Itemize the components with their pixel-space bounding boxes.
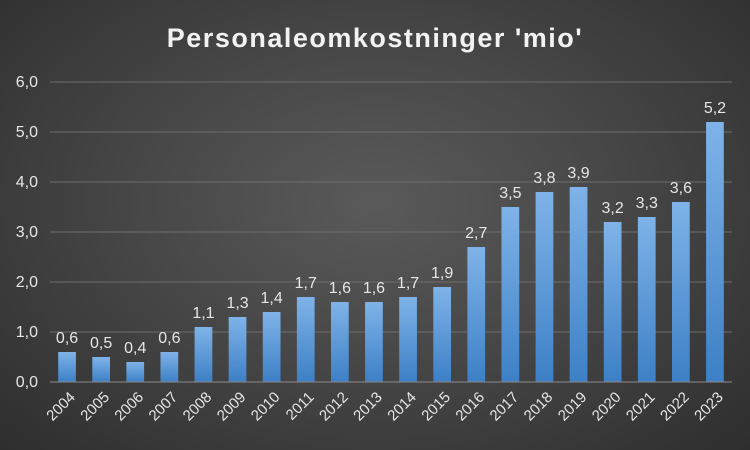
bar-2022	[671, 202, 690, 382]
data-label-2014: 1,7	[397, 275, 419, 292]
bar-2019	[569, 187, 588, 382]
gridlines	[50, 81, 732, 333]
x-tick-label-2021: 2021	[623, 389, 659, 425]
bar-2012	[330, 302, 349, 382]
data-label-2021: 3,3	[636, 195, 658, 212]
data-label-2023: 5,2	[704, 100, 726, 117]
bar-2009	[228, 317, 247, 382]
x-tick-label-2012: 2012	[316, 389, 352, 425]
data-label-2013: 1,6	[363, 280, 385, 297]
bar-2020	[603, 222, 622, 382]
bar-2004	[58, 352, 76, 382]
x-tick-label-2013: 2013	[350, 389, 386, 425]
y-tick-label: 3,0	[16, 224, 38, 241]
bar-2011	[296, 297, 315, 382]
bar-2023	[706, 122, 724, 382]
x-tick-label-2016: 2016	[452, 389, 488, 425]
x-tick-label-2017: 2017	[487, 389, 523, 425]
data-label-2017: 3,5	[499, 185, 521, 202]
x-tick-label-2004: 2004	[43, 389, 79, 425]
data-label-2015: 1,9	[431, 265, 453, 282]
data-label-2010: 1,4	[261, 290, 283, 307]
chart-title: Personaleomkostninger 'mio'	[167, 23, 583, 53]
data-label-2007: 0,6	[158, 330, 180, 347]
x-tick-label-2007: 2007	[146, 389, 182, 425]
bar-2016	[467, 247, 486, 382]
data-label-2019: 3,9	[567, 165, 589, 182]
y-tick-label: 6,0	[16, 74, 38, 91]
bar-2005	[92, 357, 111, 382]
data-label-2008: 1,1	[192, 305, 214, 322]
bar-2006	[126, 362, 145, 382]
x-tick-label-2022: 2022	[657, 389, 693, 425]
bar-2017	[501, 207, 520, 382]
x-tick-label-2014: 2014	[384, 389, 420, 425]
y-tick-label: 1,0	[16, 324, 38, 341]
data-label-2011: 1,7	[295, 275, 317, 292]
x-tick-label-2015: 2015	[418, 389, 454, 425]
y-tick-label: 4,0	[16, 174, 38, 191]
bar-2008	[194, 327, 213, 382]
data-label-2004: 0,6	[56, 330, 78, 347]
data-label-2016: 2,7	[465, 225, 487, 242]
data-label-2012: 1,6	[329, 280, 351, 297]
x-tick-label-2006: 2006	[111, 389, 147, 425]
data-label-2009: 1,3	[226, 295, 248, 312]
bar-2018	[535, 192, 554, 382]
x-tick-label-2023: 2023	[691, 389, 727, 425]
data-labels: 0,6 0,5 0,4 0,6 1,1 1,3 1,4 1,7 1,6 1,6 1,7 1,9 2,7 3…	[56, 100, 726, 357]
bar-2007	[160, 352, 179, 382]
data-label-2006: 0,4	[124, 340, 146, 357]
x-tick-label-2018: 2018	[521, 389, 557, 425]
bar-2014	[399, 297, 417, 382]
x-tick-label-2020: 2020	[589, 389, 625, 425]
y-tick-label: 5,0	[16, 124, 38, 141]
data-label-2022: 3,6	[670, 180, 692, 197]
x-tick-label-2008: 2008	[180, 389, 216, 425]
bar-2015	[433, 287, 452, 382]
x-tick-label-2019: 2019	[555, 389, 591, 425]
bar-2021	[637, 217, 656, 382]
x-tick-label-2011: 2011	[283, 389, 318, 424]
data-label-2018: 3,8	[533, 170, 555, 187]
y-axis-ticks: 0,0 1,0 2,0 3,0 4,0 5,0 6,0	[16, 74, 38, 391]
bars	[58, 122, 724, 382]
x-tick-label-2010: 2010	[248, 389, 284, 425]
y-tick-label: 2,0	[16, 274, 38, 291]
x-tick-label-2009: 2009	[214, 389, 250, 425]
y-tick-label: 0,0	[16, 374, 38, 391]
bar-2013	[365, 302, 383, 382]
data-label-2005: 0,5	[90, 335, 112, 352]
bar-2010	[262, 312, 281, 382]
data-label-2020: 3,2	[602, 200, 624, 217]
x-tick-label-2005: 2005	[77, 389, 113, 425]
